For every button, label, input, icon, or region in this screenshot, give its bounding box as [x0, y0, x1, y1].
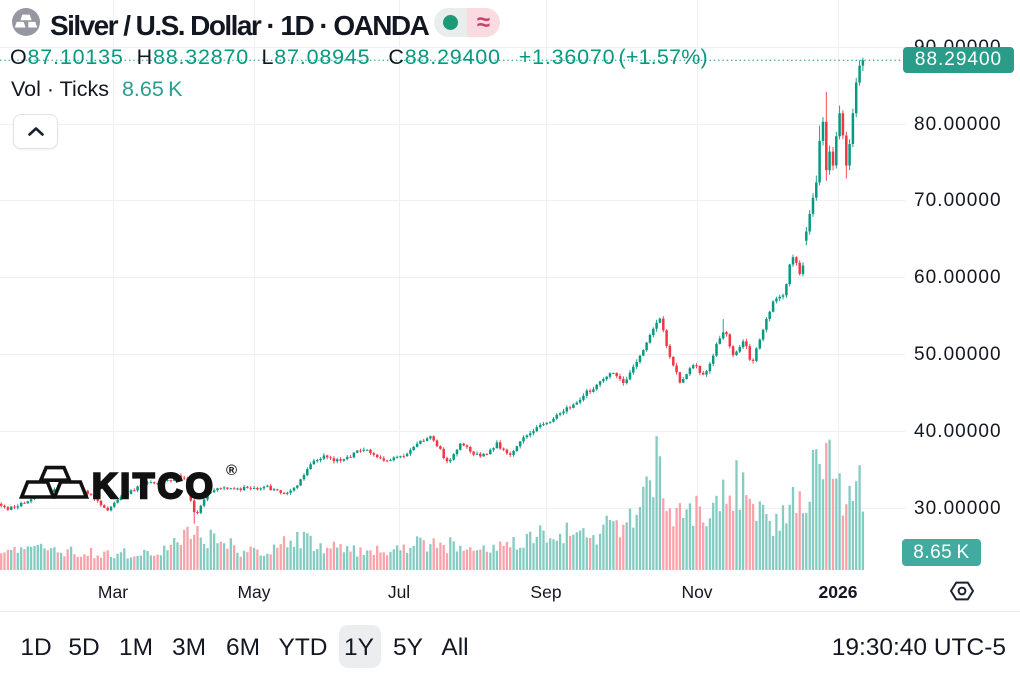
svg-text:KITCO: KITCO: [92, 467, 216, 506]
svg-text:®: ®: [226, 462, 237, 479]
